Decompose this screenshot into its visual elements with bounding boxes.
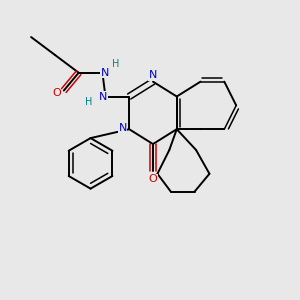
Text: N: N (149, 70, 157, 80)
Text: O: O (148, 174, 157, 184)
Text: N: N (100, 68, 109, 78)
Text: H: H (85, 98, 93, 107)
Text: N: N (118, 123, 127, 133)
Text: O: O (52, 88, 61, 98)
Text: N: N (99, 92, 107, 101)
Text: H: H (112, 59, 119, 69)
